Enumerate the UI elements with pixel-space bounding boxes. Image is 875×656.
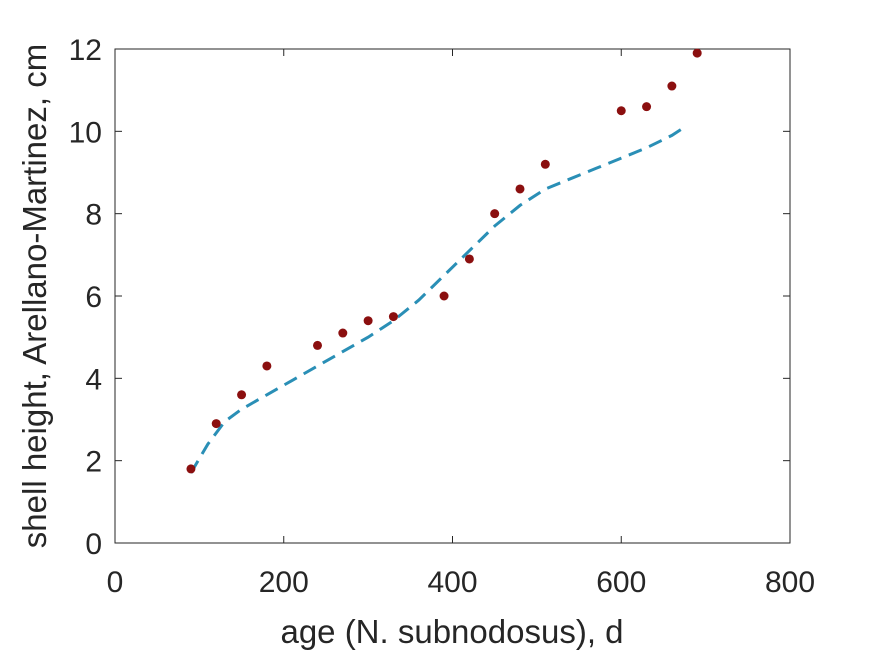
x-tick-label: 800 [765, 566, 815, 599]
data-point [313, 340, 322, 350]
data-point [262, 361, 272, 371]
y-tick-label: 6 [85, 281, 102, 314]
data-point [363, 316, 373, 326]
data-point [540, 159, 550, 169]
data-points-series [186, 48, 702, 474]
fit-line-series [189, 125, 686, 474]
y-axis-label: shell height, Arellano-Martinez, cm [16, 44, 53, 548]
data-point [692, 48, 702, 58]
y-axis-ticks: 0 2 4 6 8 10 12 [69, 34, 790, 561]
data-point [338, 328, 348, 338]
y-tick-label: 2 [85, 446, 102, 479]
x-axis-label: age (N. subnodosus), d [280, 613, 623, 650]
data-point [211, 419, 221, 429]
data-point [464, 254, 474, 264]
data-point [237, 390, 247, 400]
plot-area [114, 48, 791, 544]
x-tick-label: 200 [259, 566, 309, 599]
data-point [616, 106, 626, 116]
x-tick-label: 400 [427, 566, 477, 599]
data-point [388, 312, 398, 322]
x-tick-label: 0 [107, 566, 124, 599]
data-point [490, 209, 500, 219]
fit-line [189, 125, 686, 474]
y-tick-label: 10 [69, 116, 102, 149]
data-point [186, 464, 196, 474]
y-tick-label: 4 [85, 363, 102, 396]
data-point [642, 102, 652, 112]
y-tick-label: 8 [85, 199, 102, 232]
data-point [515, 184, 525, 194]
data-point [667, 81, 677, 91]
y-tick-label: 0 [85, 528, 102, 561]
x-tick-label: 600 [596, 566, 646, 599]
y-tick-label: 12 [69, 34, 102, 67]
x-axis-ticks: 0 200 400 600 800 [107, 49, 815, 599]
data-point [439, 291, 449, 301]
